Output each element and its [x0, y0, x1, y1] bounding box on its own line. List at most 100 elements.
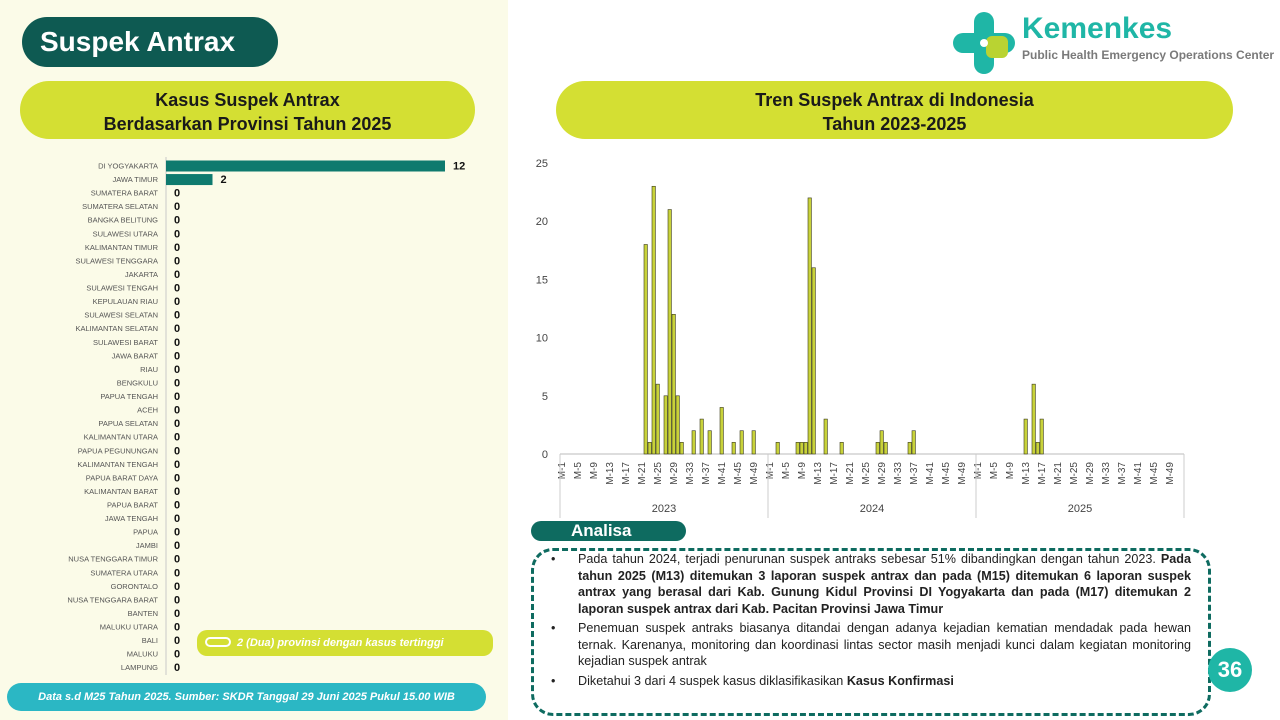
prov-value-label: 0	[174, 622, 180, 634]
trend-bar	[803, 442, 808, 455]
week-tick-label: M-41	[717, 462, 728, 485]
prov-value-label: 0	[174, 418, 180, 430]
prov-value-label: 0	[174, 527, 180, 539]
prov-value-label: 0	[174, 540, 180, 552]
prov-value-label: 0	[174, 364, 180, 376]
prov-value-label: 12	[453, 161, 465, 173]
y-tick-label: 10	[536, 333, 548, 345]
week-tick-label: M-5	[781, 462, 792, 480]
trend-bar	[879, 430, 884, 455]
prov-bar	[166, 160, 445, 172]
trend-bar	[1023, 418, 1028, 455]
prov-category-label: JAWA TIMUR	[112, 175, 158, 184]
highlight-note-text: 2 (Dua) provinsi dengan kasus tertinggi	[237, 637, 444, 649]
prov-category-label: KALIMANTAN UTARA	[84, 433, 158, 442]
week-tick-label: M-29	[877, 462, 888, 485]
prov-category-label: PAPUA SELATAN	[98, 419, 158, 428]
prov-value-label: 0	[174, 377, 180, 389]
trend-bar	[731, 442, 736, 455]
prov-category-label: KEPULAUAN RIAU	[93, 297, 158, 306]
week-tick-label: M-49	[1165, 462, 1176, 485]
prov-value-label: 2	[221, 174, 227, 186]
prov-value-label: 0	[174, 459, 180, 471]
trend-bar	[1035, 442, 1040, 455]
prov-category-label: JAWA TENGAH	[105, 514, 158, 523]
kemenkes-logo-icon	[953, 12, 1015, 74]
left-chart-title-line1: Kasus Suspek Antrax	[155, 90, 340, 110]
week-tick-label: M-17	[621, 462, 632, 485]
week-tick-label: M-29	[669, 462, 680, 485]
logo-subtitle: Public Health Emergency Operations Cente…	[1022, 48, 1275, 62]
prov-category-label: SULAWESI UTARA	[93, 229, 158, 238]
prov-value-label: 0	[174, 500, 180, 512]
trend-bar	[707, 430, 712, 455]
prov-category-label: NUSA TENGGARA BARAT	[67, 595, 158, 604]
prov-value-label: 0	[174, 472, 180, 484]
trend-bar	[883, 442, 888, 455]
trend-bar	[699, 418, 704, 455]
data-source-footnote: Data s.d M25 Tahun 2025. Sumber: SKDR Ta…	[7, 683, 486, 711]
prov-category-label: BANGKA BELITUNG	[88, 216, 159, 225]
prov-category-label: MALUKU UTARA	[100, 623, 158, 632]
prov-value-label: 0	[174, 283, 180, 295]
prov-value-label: 0	[174, 255, 180, 267]
trend-bar	[775, 442, 780, 455]
week-tick-label: M-33	[893, 462, 904, 485]
week-tick-label: M-33	[685, 462, 696, 485]
week-tick-label: M-17	[829, 462, 840, 485]
trend-bar	[807, 197, 812, 455]
prov-value-label: 0	[174, 405, 180, 417]
trend-bar	[751, 430, 756, 455]
prov-value-label: 0	[174, 215, 180, 227]
prov-value-label: 0	[174, 445, 180, 457]
prov-category-label: BALI	[142, 636, 158, 645]
week-tick-label: M-1	[765, 462, 776, 480]
right-chart-title-line2: Tahun 2023-2025	[822, 114, 967, 134]
trend-bar	[691, 430, 696, 455]
week-tick-label: M-5	[989, 462, 1000, 480]
y-tick-label: 5	[542, 391, 548, 403]
prov-category-label: PAPUA PEGUNUNGAN	[78, 446, 158, 455]
trend-bar	[663, 395, 668, 455]
prov-category-label: PAPUA	[133, 528, 158, 537]
y-tick-label: 0	[542, 449, 548, 461]
prov-category-label: SULAWESI TENGGARA	[75, 256, 158, 265]
trend-bar	[643, 244, 648, 455]
year-label: 2023	[652, 503, 676, 515]
week-tick-label: M-1	[557, 462, 568, 480]
prov-value-label: 0	[174, 228, 180, 240]
week-tick-label: M-13	[1021, 462, 1032, 485]
week-tick-label: M-33	[1101, 462, 1112, 485]
prov-bar	[166, 174, 213, 186]
prov-category-label: DI YOGYAKARTA	[98, 162, 158, 171]
year-label: 2024	[860, 503, 884, 515]
trend-bar	[907, 442, 912, 455]
prov-category-label: KALIMANTAN TIMUR	[85, 243, 159, 252]
logo-name: Kemenkes	[1022, 12, 1173, 45]
trend-bar	[671, 314, 676, 455]
week-tick-label: M-37	[701, 462, 712, 485]
prov-value-label: 0	[174, 662, 180, 674]
analysis-list: Pada tahun 2024, terjadi penurunan suspe…	[551, 551, 1191, 692]
prov-value-label: 0	[174, 323, 180, 335]
trend-bar	[1031, 383, 1036, 455]
week-tick-label: M-9	[797, 462, 808, 480]
province-bar-chart: DI YOGYAKARTA 12 JAWA TIMUR 2 SUMATERA BARAT…	[67, 157, 465, 675]
prov-category-label: KALIMANTAN TENGAH	[77, 460, 158, 469]
prov-category-label: PAPUA BARAT	[107, 501, 158, 510]
y-tick-label: 25	[536, 158, 548, 170]
week-tick-label: M-25	[653, 462, 664, 485]
week-tick-label: M-1	[973, 462, 984, 480]
week-tick-label: M-5	[573, 462, 584, 480]
prov-value-label: 0	[174, 554, 180, 566]
trend-bar	[795, 442, 800, 455]
week-tick-label: M-45	[733, 462, 744, 485]
prov-value-label: 0	[174, 337, 180, 349]
page-title: Suspek Antrax	[22, 17, 278, 67]
trend-bar	[647, 442, 652, 455]
prov-value-label: 0	[174, 296, 180, 308]
week-tick-label: M-13	[605, 462, 616, 485]
prov-value-label: 0	[174, 242, 180, 254]
highlight-swatch	[205, 637, 231, 647]
kemenkes-logo: Kemenkes Public Health Emergency Operati…	[950, 8, 1274, 78]
